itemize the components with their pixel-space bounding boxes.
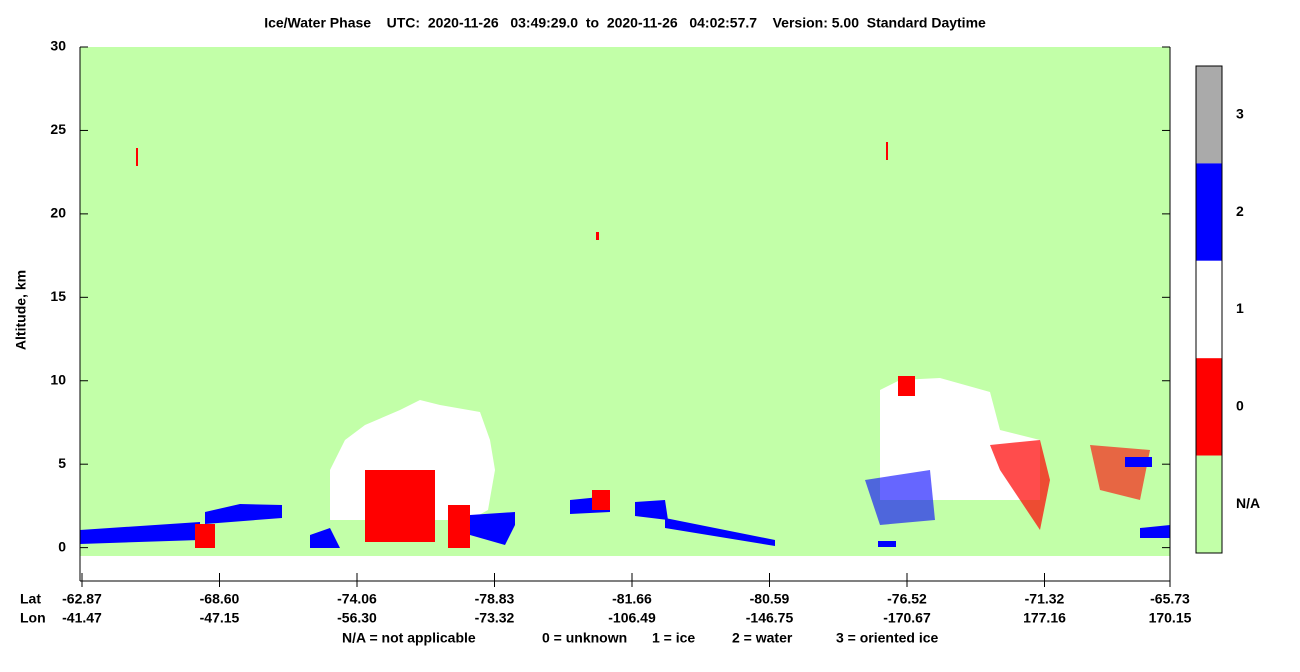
lon-label: -56.30 bbox=[337, 610, 377, 626]
lon-label: 170.15 bbox=[1149, 610, 1192, 626]
unknown-phase bbox=[592, 490, 610, 510]
y-tick-label: 15 bbox=[50, 288, 66, 304]
colorbar-segment bbox=[1196, 260, 1222, 359]
y-axis-label: Altitude, km bbox=[13, 270, 29, 350]
unknown-phase bbox=[195, 524, 215, 548]
lat-label: -81.66 bbox=[612, 591, 652, 607]
water-layer bbox=[635, 500, 668, 520]
plot-area bbox=[79, 47, 1171, 582]
colorbar-segment bbox=[1196, 163, 1222, 261]
lon-label: -146.75 bbox=[746, 610, 794, 626]
legend-item: 0 = unknown bbox=[542, 630, 627, 646]
lon-label: -106.49 bbox=[608, 610, 656, 626]
lon-label: -41.47 bbox=[62, 610, 102, 626]
unknown-phase bbox=[596, 232, 599, 240]
water-layer bbox=[205, 504, 282, 524]
y-tick-label: 25 bbox=[50, 121, 66, 137]
colorbar-frame bbox=[1195, 65, 1223, 554]
legend-item: 2 = water bbox=[732, 630, 793, 646]
x-row-label: Lon bbox=[20, 610, 46, 626]
unknown-phase bbox=[898, 376, 915, 396]
water-layer bbox=[1125, 457, 1152, 467]
lon-label: -47.15 bbox=[200, 610, 240, 626]
lon-label: -170.67 bbox=[883, 610, 931, 626]
y-tick-label: 30 bbox=[50, 38, 66, 54]
lat-label: -74.06 bbox=[337, 591, 377, 607]
water-layer bbox=[878, 541, 896, 547]
water-layer bbox=[665, 518, 775, 546]
legend-item: 1 = ice bbox=[652, 630, 695, 646]
cloud-features bbox=[80, 142, 1170, 548]
colorbar-label: 0 bbox=[1236, 398, 1244, 414]
y-tick-label: 5 bbox=[58, 455, 66, 471]
lat-label: -62.87 bbox=[62, 591, 102, 607]
colorbar-segment bbox=[1196, 358, 1222, 456]
water-layer bbox=[80, 522, 200, 544]
water-layer bbox=[310, 528, 340, 548]
y-tick-label: 10 bbox=[50, 371, 66, 387]
unknown-phase bbox=[990, 440, 1050, 530]
colorbar-segment bbox=[1196, 455, 1222, 553]
colorbar-label: 3 bbox=[1236, 105, 1244, 121]
unknown-phase bbox=[136, 148, 138, 166]
water-layer bbox=[470, 512, 515, 545]
lon-label: -73.32 bbox=[475, 610, 515, 626]
colorbar-label: 2 bbox=[1236, 203, 1244, 219]
unknown-phase bbox=[365, 470, 435, 542]
y-tick-label: 20 bbox=[50, 205, 66, 221]
lat-label: -71.32 bbox=[1025, 591, 1065, 607]
lat-label: -65.73 bbox=[1150, 591, 1190, 607]
unknown-phase bbox=[886, 142, 888, 160]
y-tick-label: 0 bbox=[58, 538, 66, 554]
lon-label: 177.16 bbox=[1023, 610, 1066, 626]
water-layer bbox=[865, 470, 935, 525]
legend-item: N/A = not applicable bbox=[342, 630, 476, 646]
legend-item: 3 = oriented ice bbox=[836, 630, 939, 646]
unknown-phase bbox=[448, 505, 470, 548]
lat-label: -76.52 bbox=[887, 591, 927, 607]
colorbar-label: 1 bbox=[1236, 300, 1244, 316]
lat-label: -80.59 bbox=[750, 591, 790, 607]
lat-label: -78.83 bbox=[475, 591, 515, 607]
water-layer bbox=[1140, 525, 1170, 538]
colorbar-segment bbox=[1196, 66, 1222, 164]
chart-title: Ice/Water Phase UTC: 2020-11-26 03:49:29… bbox=[264, 15, 986, 31]
x-row-label: Lat bbox=[20, 591, 41, 607]
colorbar-label: N/A bbox=[1236, 495, 1260, 511]
lat-label: -68.60 bbox=[200, 591, 240, 607]
